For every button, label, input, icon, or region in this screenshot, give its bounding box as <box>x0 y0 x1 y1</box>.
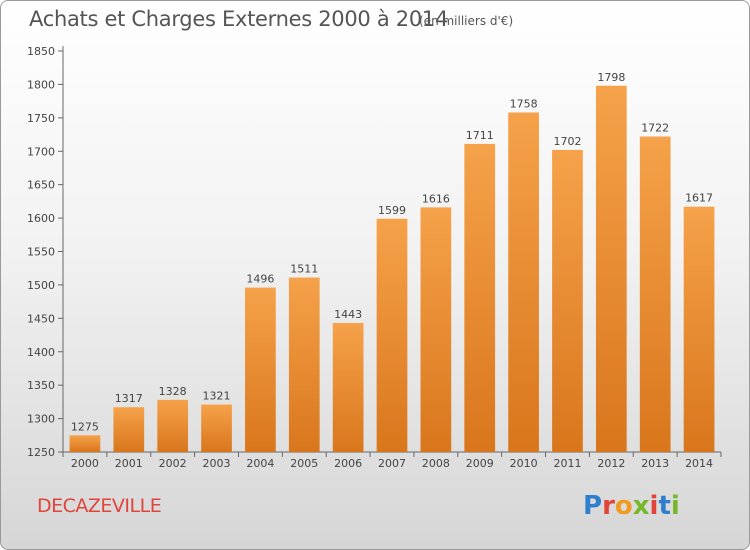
x-tick-label-2010: 2010 <box>510 457 538 470</box>
y-tick-label: 1550 <box>27 246 55 259</box>
x-tick-label-2008: 2008 <box>422 457 450 470</box>
bar-2010 <box>508 112 539 452</box>
y-tick-label: 1850 <box>27 45 55 58</box>
y-tick-label: 1350 <box>27 379 55 392</box>
value-label-2013: 1722 <box>641 122 669 135</box>
bar-2012 <box>595 85 627 453</box>
value-label-2004: 1496 <box>246 273 274 286</box>
x-tick-label-2000: 2000 <box>71 457 99 470</box>
bar-2007 <box>376 218 408 452</box>
value-label-2001: 1317 <box>115 392 143 405</box>
bar-2011 <box>552 149 583 452</box>
bar-2008 <box>420 207 452 452</box>
x-tick-label-2009: 2009 <box>466 457 494 470</box>
y-tick-label: 1800 <box>27 78 55 91</box>
y-tick-label: 1700 <box>27 145 55 158</box>
bar-2009 <box>464 143 496 453</box>
x-tick-label-2003: 2003 <box>203 457 231 470</box>
x-tick-label-2001: 2001 <box>115 457 143 470</box>
x-tick-label-2002: 2002 <box>159 457 187 470</box>
chart-title: Achats et Charges Externes 2000 à 2014 <box>29 7 449 31</box>
bar-2005 <box>288 277 320 452</box>
x-tick-label-2006: 2006 <box>334 457 362 470</box>
x-tick-label-2004: 2004 <box>246 457 274 470</box>
x-tick-label-2007: 2007 <box>378 457 406 470</box>
value-label-2000: 1275 <box>71 420 99 433</box>
value-label-2014: 1617 <box>685 192 713 205</box>
x-tick-label-2013: 2013 <box>641 457 669 470</box>
y-tick-label: 1250 <box>27 446 55 459</box>
y-tick-label: 1300 <box>27 413 55 426</box>
bar-2014 <box>683 206 715 452</box>
value-label-2006: 1443 <box>334 308 362 321</box>
town-name: DECAZEVILLE <box>37 495 162 517</box>
proxiti-logo[interactable]: Proxiti <box>583 491 680 521</box>
value-labels: 1275 1317 1328 1321 1496 1511 1443 1599 1616 1711… <box>71 71 713 434</box>
value-label-2010: 1758 <box>510 97 538 110</box>
y-tick-label: 1400 <box>27 346 55 359</box>
bar-2006 <box>332 323 364 452</box>
y-tick-label: 1600 <box>27 212 55 225</box>
chart-subtitle: (en milliers d'€) <box>419 14 514 28</box>
y-tick-label: 1650 <box>27 179 55 192</box>
x-tick-label-2005: 2005 <box>290 457 318 470</box>
bar-2013 <box>639 136 671 452</box>
axes: 1250 1300 1350 1400 1450 1500 1550 1600 1650 1700… <box>27 45 722 470</box>
bar-2000 <box>69 435 101 452</box>
x-tick-label-2014: 2014 <box>685 457 713 470</box>
value-label-2012: 1798 <box>597 71 625 84</box>
value-label-2002: 1328 <box>159 385 187 398</box>
y-tick-label: 1500 <box>27 279 55 292</box>
bar-2002 <box>157 399 189 452</box>
value-label-2005: 1511 <box>290 263 318 276</box>
x-tick-label-2011: 2011 <box>553 457 581 470</box>
value-label-2008: 1616 <box>422 192 450 205</box>
y-tick-label: 1450 <box>27 312 55 325</box>
bars <box>69 85 715 453</box>
x-tick-label-2012: 2012 <box>597 457 625 470</box>
bar-2004 <box>245 287 276 452</box>
value-label-2011: 1702 <box>553 135 581 148</box>
bar-2001 <box>113 407 145 452</box>
bar-2003 <box>201 404 232 452</box>
value-label-2003: 1321 <box>203 390 231 403</box>
value-label-2009: 1711 <box>466 129 494 142</box>
value-label-2007: 1599 <box>378 204 406 217</box>
y-tick-label: 1750 <box>27 112 55 125</box>
